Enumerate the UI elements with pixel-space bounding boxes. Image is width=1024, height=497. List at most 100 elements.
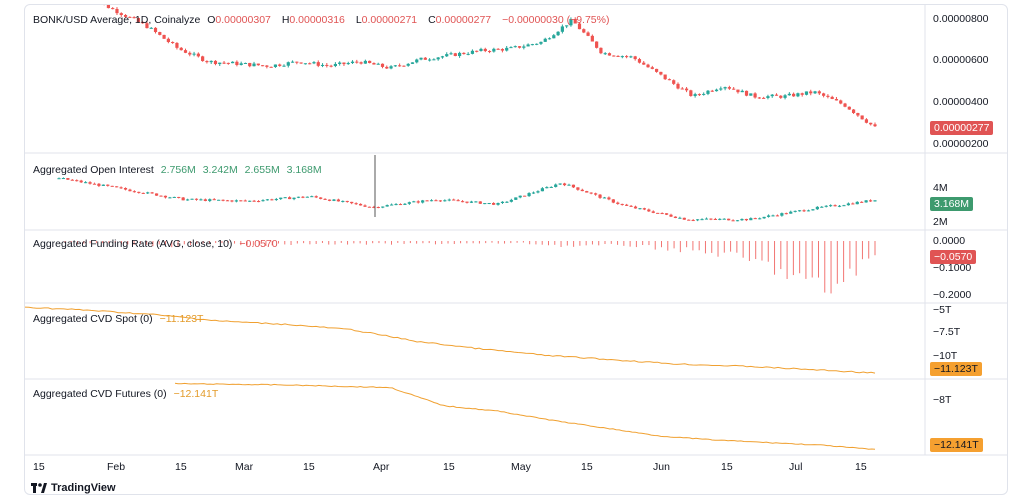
time-tick: Feb [107, 461, 126, 473]
oi-candle [336, 199, 340, 202]
cvd-spot-line [25, 306, 876, 374]
chart-frame[interactable]: BONK/USD Average, 1D, Coinalyze O0.00000… [24, 4, 1008, 495]
price-candle [659, 71, 663, 75]
time-tick: Jul [789, 461, 803, 473]
oi-candle [531, 192, 536, 194]
oi-candle [146, 192, 150, 194]
oi-candle [607, 197, 611, 200]
oi-candle [651, 211, 655, 213]
price-candle [873, 124, 877, 127]
price-candle [783, 95, 787, 98]
oi-candle [580, 189, 584, 192]
oi-candle [527, 193, 531, 197]
price-candle [505, 47, 509, 51]
oi-candle [443, 200, 447, 202]
oi-candle [57, 178, 61, 180]
oi-candle [412, 201, 416, 203]
oi-candle [66, 178, 70, 180]
oi-candle [181, 197, 185, 201]
price-candle [265, 65, 269, 67]
price-candle [607, 53, 612, 56]
oi-candle [789, 211, 793, 214]
price-candle [569, 19, 573, 26]
oi-candle [115, 186, 119, 188]
oi-candle [323, 198, 327, 200]
oi-candle [265, 199, 270, 201]
price-candle [642, 62, 646, 65]
oi-candle [558, 183, 562, 185]
oi-candle [744, 218, 748, 221]
oi-candle [256, 201, 261, 203]
fr-value: −0.0570 [239, 238, 278, 250]
price-candle [509, 47, 513, 49]
oi-candle [740, 218, 744, 221]
price-candle [119, 13, 123, 16]
oi-candle [270, 199, 274, 201]
oi-candle [403, 203, 407, 205]
price-tick-1: 0.00000800 [933, 13, 989, 25]
price-candle [616, 55, 620, 57]
oi-candle [811, 209, 815, 211]
price-candle [252, 63, 256, 67]
tradingview-logo[interactable]: TradingView [31, 482, 116, 494]
oi-candle [203, 199, 207, 201]
price-candle [226, 62, 230, 64]
oi-candle [305, 196, 309, 198]
price-candle [205, 61, 209, 63]
price-candle [123, 15, 128, 17]
oi-candle [598, 194, 602, 198]
price-candle [796, 93, 800, 97]
oi-candle [633, 206, 638, 209]
price-candle [312, 62, 316, 64]
oi-candle [514, 197, 518, 200]
oi-candle [363, 205, 367, 207]
price-candle [723, 87, 727, 89]
price-candle [633, 56, 637, 60]
price-candle [839, 100, 843, 104]
oi-candle [70, 179, 74, 181]
oi-candle [75, 180, 79, 182]
price-candle [295, 61, 299, 63]
price-candle [813, 91, 817, 94]
price-candle [346, 63, 350, 65]
oi-candle [292, 197, 296, 200]
oi-value-1: 2.756M [160, 164, 196, 176]
oi-candle [625, 204, 629, 206]
price-candle [273, 64, 278, 68]
oi-candle [296, 196, 301, 198]
price-candle [744, 90, 749, 96]
oi-candle [212, 199, 216, 201]
oi-candle [594, 193, 598, 195]
cvd-spot-tick-3: −10T [933, 350, 958, 362]
oi-candle [398, 204, 403, 206]
oi-candle [647, 209, 651, 212]
price-candle [372, 63, 376, 65]
chart-canvas[interactable] [25, 5, 1007, 494]
oi-candle [186, 199, 190, 201]
oi-candle [798, 210, 802, 212]
oi-candle [696, 219, 700, 221]
oi-candle [758, 218, 762, 220]
oi-candle [700, 219, 704, 221]
price-candle [423, 57, 427, 60]
oi-candle [784, 213, 788, 215]
oi-candle [660, 213, 664, 215]
price-candle [560, 26, 564, 32]
price-candle [770, 94, 774, 97]
oi-candle [642, 208, 646, 210]
oi-candle [274, 199, 278, 201]
oi-candle [429, 200, 434, 202]
price-candle [333, 63, 337, 67]
price-candle [162, 34, 166, 39]
oi-candle [718, 218, 722, 220]
price-candle [492, 48, 496, 52]
oi-candle [394, 204, 398, 206]
time-tick: Apr [373, 461, 390, 473]
oi-candle [327, 199, 332, 201]
tradingview-icon [31, 483, 47, 493]
price-candle [847, 106, 851, 110]
time-tick: 15 [721, 461, 733, 473]
price-candle [145, 23, 149, 29]
price-candle [500, 49, 505, 51]
oi-candle [509, 199, 513, 202]
